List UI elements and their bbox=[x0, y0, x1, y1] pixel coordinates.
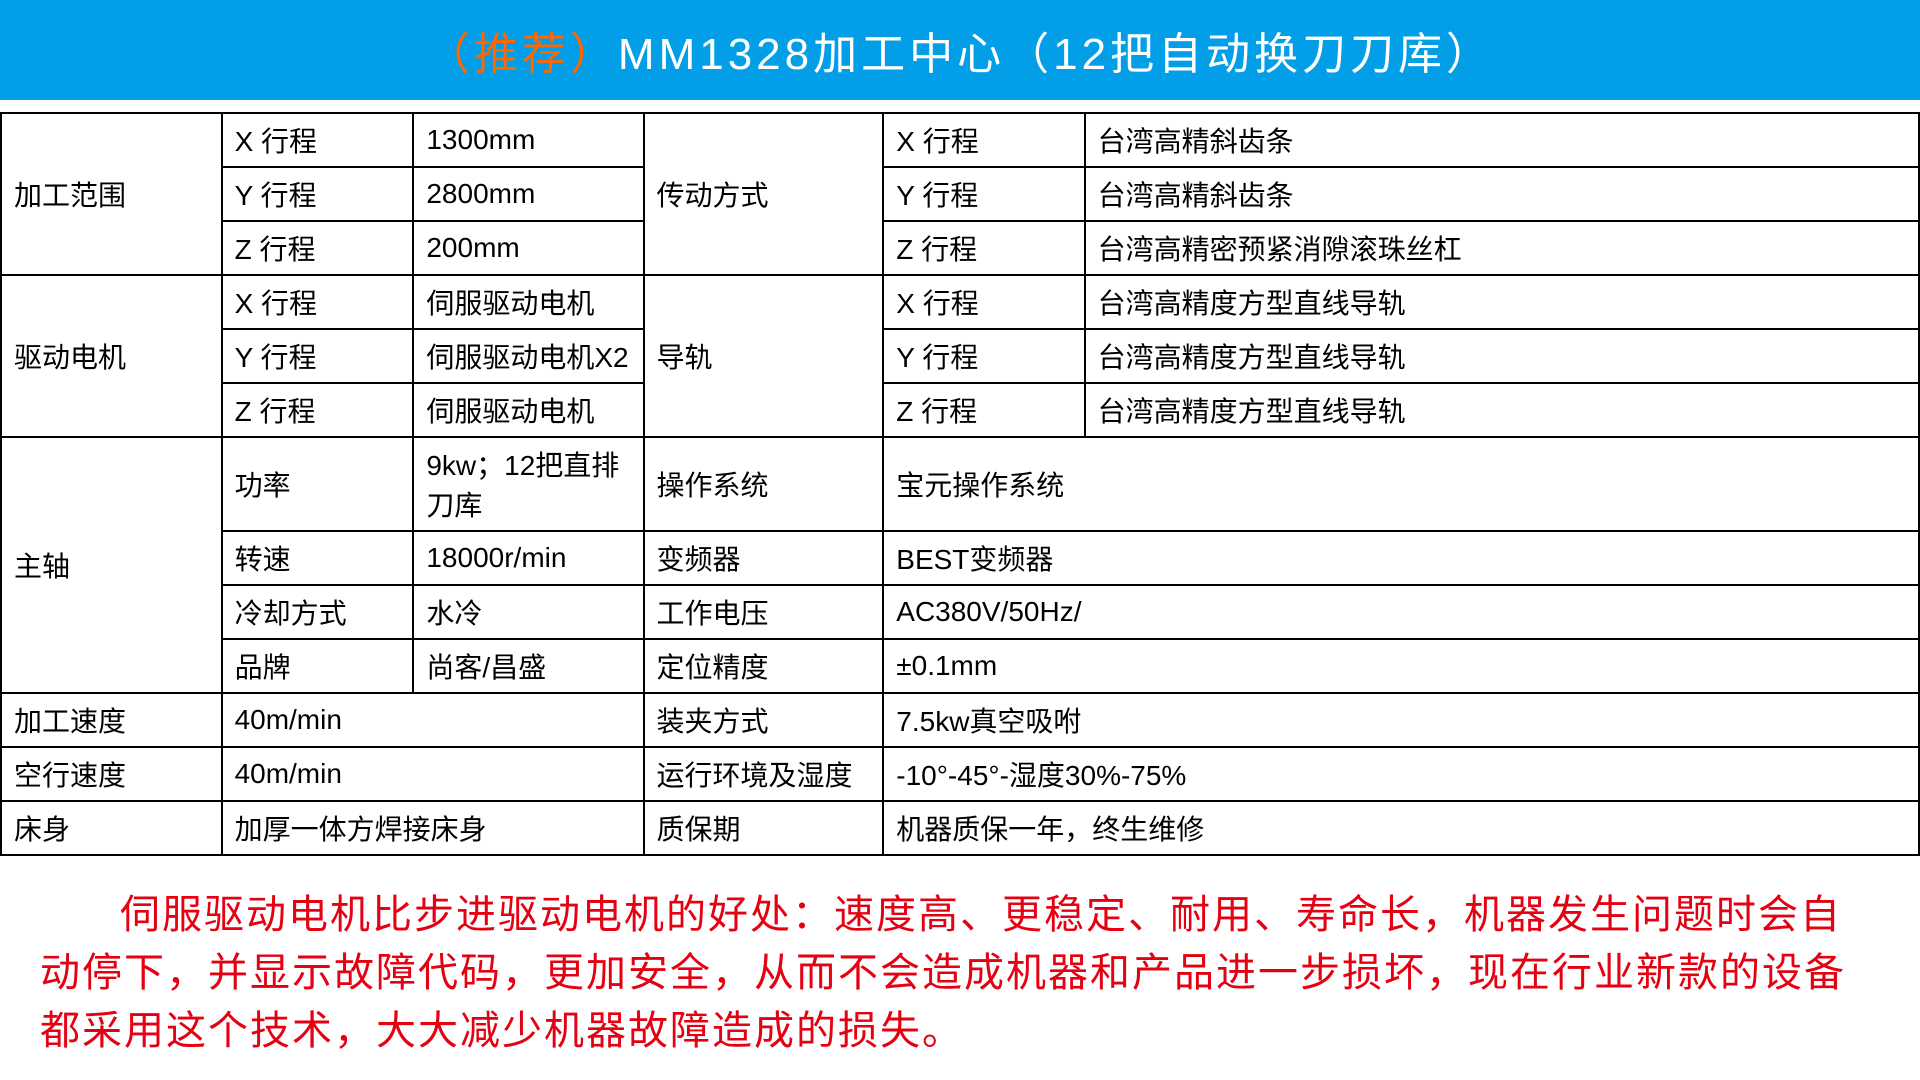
left-label-cell: 空行速度 bbox=[1, 747, 222, 801]
left-sublabel-cell: 功率 bbox=[222, 437, 414, 531]
left-sublabel-cell: 转速 bbox=[222, 531, 414, 585]
right-value-cell: BEST变频器 bbox=[883, 531, 1919, 585]
page-header: （推荐）MM1328加工中心（12把自动换刀刀库） bbox=[0, 0, 1920, 100]
left-value-cell: 2800mm bbox=[413, 167, 643, 221]
footer-description: 伺服驱动电机比步进驱动电机的好处：速度高、更稳定、耐用、寿命长，机器发生问题时会… bbox=[0, 856, 1920, 1080]
left-value-cell: 伺服驱动电机 bbox=[413, 275, 643, 329]
right-value-cell: 台湾高精密预紧消隙滚珠丝杠 bbox=[1085, 221, 1919, 275]
right-value-cell: AC380V/50Hz/ bbox=[883, 585, 1919, 639]
right-value-cell: 宝元操作系统 bbox=[883, 437, 1919, 531]
left-sublabel-cell: X 行程 bbox=[222, 275, 414, 329]
table-row: 床身加厚一体方焊接床身质保期机器质保一年，终生维修 bbox=[1, 801, 1919, 855]
table-row: 加工速度40m/min装夹方式7.5kw真空吸咐 bbox=[1, 693, 1919, 747]
right-label-cell: 传动方式 bbox=[644, 113, 884, 275]
left-value-cell: 18000r/min bbox=[413, 531, 643, 585]
footer-text-content: 伺服驱动电机比步进驱动电机的好处：速度高、更稳定、耐用、寿命长，机器发生问题时会… bbox=[40, 893, 1846, 1053]
right-sublabel-cell: Y 行程 bbox=[883, 329, 1084, 383]
right-label-cell: 质保期 bbox=[644, 801, 884, 855]
left-sublabel-cell: Y 行程 bbox=[222, 329, 414, 383]
right-label-cell: 装夹方式 bbox=[644, 693, 884, 747]
right-sublabel-cell: Y 行程 bbox=[883, 167, 1084, 221]
table-row: Z 行程伺服驱动电机Z 行程台湾高精度方型直线导轨 bbox=[1, 383, 1919, 437]
right-label-cell: 导轨 bbox=[644, 275, 884, 437]
table-row: Y 行程2800mmY 行程台湾高精斜齿条 bbox=[1, 167, 1919, 221]
left-value-cell: 200mm bbox=[413, 221, 643, 275]
page-title: MM1328加工中心（12把自动换刀刀库） bbox=[618, 30, 1494, 79]
left-sublabel-cell: X 行程 bbox=[222, 113, 414, 167]
left-label-cell: 床身 bbox=[1, 801, 222, 855]
right-sublabel-cell: Z 行程 bbox=[883, 221, 1084, 275]
recommend-label: （推荐） bbox=[426, 30, 618, 79]
right-label-cell: 变频器 bbox=[644, 531, 884, 585]
right-sublabel-cell: X 行程 bbox=[883, 113, 1084, 167]
table-row: 空行速度40m/min运行环境及湿度-10°-45°-湿度30%-75% bbox=[1, 747, 1919, 801]
left-sublabel-cell: Z 行程 bbox=[222, 221, 414, 275]
right-sublabel-cell: X 行程 bbox=[883, 275, 1084, 329]
left-value-cell: 伺服驱动电机X2 bbox=[413, 329, 643, 383]
left-sublabel-cell: Z 行程 bbox=[222, 383, 414, 437]
left-label-cell: 加工速度 bbox=[1, 693, 222, 747]
left-sublabel-cell: Y 行程 bbox=[222, 167, 414, 221]
left-value-cell: 加厚一体方焊接床身 bbox=[222, 801, 644, 855]
right-sublabel-cell: Z 行程 bbox=[883, 383, 1084, 437]
table-row: 驱动电机X 行程伺服驱动电机导轨X 行程台湾高精度方型直线导轨 bbox=[1, 275, 1919, 329]
left-label-cell: 加工范围 bbox=[1, 113, 222, 275]
left-value-cell: 40m/min bbox=[222, 693, 644, 747]
right-value-cell: 台湾高精斜齿条 bbox=[1085, 113, 1919, 167]
left-sublabel-cell: 品牌 bbox=[222, 639, 414, 693]
left-value-cell: 伺服驱动电机 bbox=[413, 383, 643, 437]
right-label-cell: 工作电压 bbox=[644, 585, 884, 639]
left-label-cell: 驱动电机 bbox=[1, 275, 222, 437]
left-value-cell: 1300mm bbox=[413, 113, 643, 167]
table-row: 主轴功率9kw；12把直排刀库操作系统宝元操作系统 bbox=[1, 437, 1919, 531]
table-row: 冷却方式水冷工作电压AC380V/50Hz/ bbox=[1, 585, 1919, 639]
right-value-cell: 7.5kw真空吸咐 bbox=[883, 693, 1919, 747]
right-label-cell: 定位精度 bbox=[644, 639, 884, 693]
left-sublabel-cell: 冷却方式 bbox=[222, 585, 414, 639]
right-value-cell: 台湾高精度方型直线导轨 bbox=[1085, 275, 1919, 329]
right-label-cell: 操作系统 bbox=[644, 437, 884, 531]
right-value-cell: 台湾高精度方型直线导轨 bbox=[1085, 329, 1919, 383]
left-label-cell: 主轴 bbox=[1, 437, 222, 693]
table-row: Z 行程200mmZ 行程台湾高精密预紧消隙滚珠丝杠 bbox=[1, 221, 1919, 275]
table-row: 转速18000r/min变频器BEST变频器 bbox=[1, 531, 1919, 585]
left-value-cell: 40m/min bbox=[222, 747, 644, 801]
left-value-cell: 尚客/昌盛 bbox=[413, 639, 643, 693]
left-value-cell: 水冷 bbox=[413, 585, 643, 639]
right-value-cell: 台湾高精度方型直线导轨 bbox=[1085, 383, 1919, 437]
spec-table: 加工范围X 行程1300mm传动方式X 行程台湾高精斜齿条Y 行程2800mmY… bbox=[0, 112, 1920, 856]
table-row: Y 行程伺服驱动电机X2Y 行程台湾高精度方型直线导轨 bbox=[1, 329, 1919, 383]
right-value-cell: 机器质保一年，终生维修 bbox=[883, 801, 1919, 855]
right-value-cell: -10°-45°-湿度30%-75% bbox=[883, 747, 1919, 801]
right-value-cell: ±0.1mm bbox=[883, 639, 1919, 693]
right-label-cell: 运行环境及湿度 bbox=[644, 747, 884, 801]
left-value-cell: 9kw；12把直排刀库 bbox=[413, 437, 643, 531]
table-row: 加工范围X 行程1300mm传动方式X 行程台湾高精斜齿条 bbox=[1, 113, 1919, 167]
spec-table-body: 加工范围X 行程1300mm传动方式X 行程台湾高精斜齿条Y 行程2800mmY… bbox=[1, 113, 1919, 855]
right-value-cell: 台湾高精斜齿条 bbox=[1085, 167, 1919, 221]
table-row: 品牌尚客/昌盛定位精度±0.1mm bbox=[1, 639, 1919, 693]
